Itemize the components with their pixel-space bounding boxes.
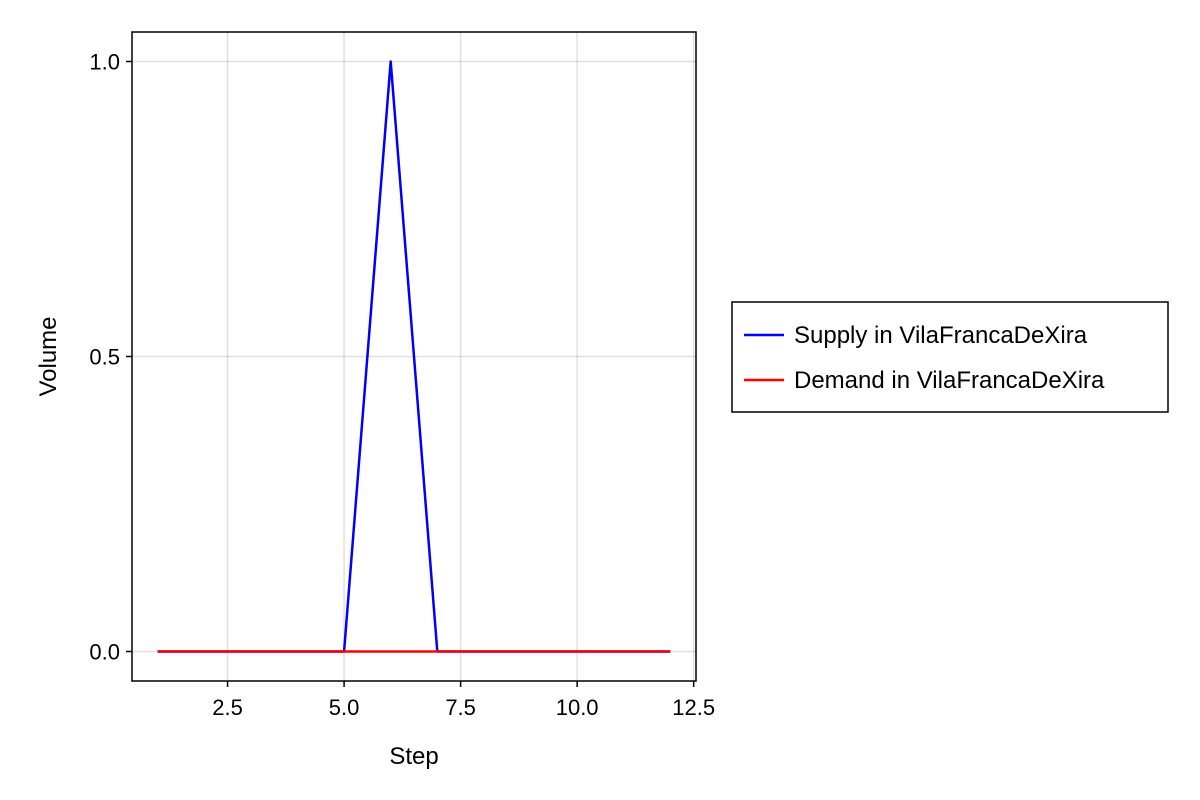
x-tick-label: 5.0 bbox=[329, 695, 360, 720]
x-axis-label: Step bbox=[389, 743, 438, 770]
x-tick-label: 2.5 bbox=[212, 695, 243, 720]
y-axis-label: Volume bbox=[35, 316, 62, 396]
legend-label: Supply in VilaFrancaDeXira bbox=[794, 322, 1088, 349]
y-tick-label: 1.0 bbox=[89, 50, 120, 75]
x-axis: 2.5 5.0 7.5 10.0 12.5 bbox=[212, 681, 715, 720]
series-group bbox=[157, 60, 671, 653]
x-tick-label: 12.5 bbox=[672, 695, 715, 720]
y-tick-label: 0.5 bbox=[89, 345, 120, 370]
legend-item: Demand in VilaFrancaDeXira bbox=[744, 367, 1105, 394]
x-tick-label: 10.0 bbox=[556, 695, 599, 720]
y-tick-label: 0.0 bbox=[89, 640, 120, 665]
x-tick-label: 7.5 bbox=[445, 695, 476, 720]
y-axis: 0.0 0.5 1.0 bbox=[89, 50, 132, 665]
legend: Supply in VilaFrancaDeXira Demand in Vila… bbox=[731, 301, 1169, 413]
legend-box bbox=[731, 301, 1169, 413]
legend-label: Demand in VilaFrancaDeXira bbox=[794, 367, 1105, 394]
legend-item: Supply in VilaFrancaDeXira bbox=[744, 322, 1088, 349]
